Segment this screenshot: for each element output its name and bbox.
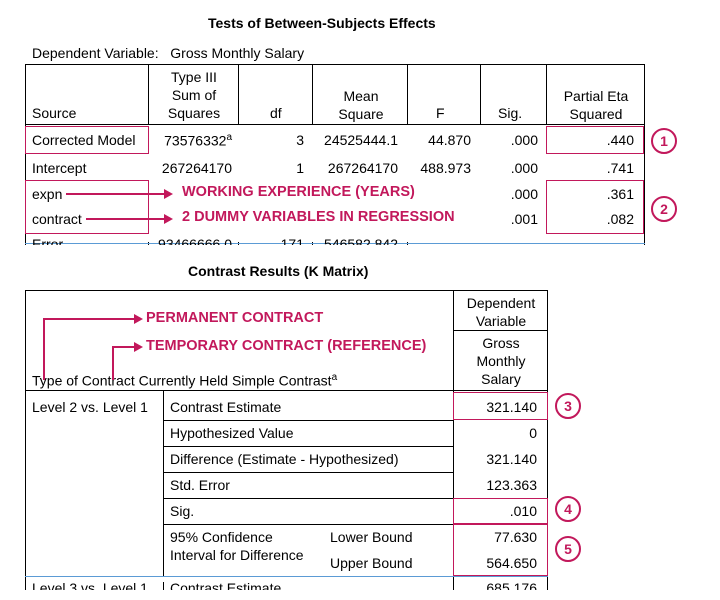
arrow-right-icon <box>134 314 143 324</box>
row-source: contract <box>32 211 82 227</box>
row-ms: 267264170 <box>327 160 398 176</box>
row-df: 3 <box>296 132 304 148</box>
row-ms: 546582.842 <box>324 236 398 245</box>
lower-bound-label: Lower Bound <box>330 529 413 545</box>
highlight-sig <box>453 498 548 524</box>
contrast-row-value: 0 <box>529 425 537 441</box>
contrast-results-table: Dependent Variable Gross Monthly Salary Typ… <box>0 280 720 590</box>
contrast-row-value: 321.140 <box>486 399 537 415</box>
contrast-row-value: 321.140 <box>486 451 537 467</box>
level-2-vs-1-label: Level 2 vs. Level 1 <box>32 399 148 415</box>
row-ss: 267264170 <box>161 160 232 176</box>
row-sig: .000 <box>510 186 538 202</box>
callout-2-icon: 2 <box>651 196 677 222</box>
annotation-permanent: PERMANENT CONTRACT <box>146 310 324 326</box>
header-ss: Type III Sum of Squares <box>167 69 221 121</box>
callout-1-icon: 1 <box>651 128 677 154</box>
highlight-contrast-estimate <box>453 392 548 420</box>
row-df: 1 <box>296 160 304 176</box>
header-partial-eta: Partial Eta Squared <box>563 88 629 122</box>
arrow-right-icon <box>134 342 143 352</box>
contrast-row-label: Std. Error <box>170 477 230 493</box>
table1-title: Tests of Between-Subjects Effects <box>208 15 436 31</box>
row-pes: .440 <box>606 132 634 148</box>
between-subjects-table: Source Type III Sum of Squares df Mean Squa… <box>0 0 720 245</box>
footnote-marker: a <box>226 132 232 143</box>
contrast-row-value: 123.363 <box>486 477 537 493</box>
header-contrast-label: Type of Contract Currently Held Simple C… <box>32 372 338 389</box>
header-sig: Sig. <box>498 105 523 121</box>
highlight-pes-corrected <box>546 126 644 154</box>
callout-4-icon: 4 <box>555 496 581 522</box>
row-sig: .000 <box>510 132 538 148</box>
row-pes: .361 <box>606 186 634 202</box>
contrast-row-value: 685.176 <box>486 580 537 590</box>
header-df: df <box>270 105 282 121</box>
highlight-pes-expn-contract <box>546 180 644 234</box>
upper-bound-value: 564.650 <box>486 555 537 571</box>
table2-title: Contrast Results (K Matrix) <box>188 263 369 279</box>
row-f: 488.973 <box>420 160 471 176</box>
ci-label: 95% Confidence Interval for Difference <box>170 529 304 563</box>
footnote-marker: a <box>331 372 338 383</box>
dependent-variable-label: Dependent Variable: Gross Monthly Salary <box>32 45 305 61</box>
lower-bound-value: 77.630 <box>494 529 537 545</box>
callout-3-icon: 3 <box>555 393 581 419</box>
row-sig: .000 <box>510 160 538 176</box>
row-source: Intercept <box>32 160 87 176</box>
header-gross-monthly-salary: Gross Monthly Salary <box>476 335 526 387</box>
callout-5-icon: 5 <box>555 536 581 562</box>
highlight-expn-contract <box>25 180 149 234</box>
contrast-row-label: Contrast Estimate <box>170 580 282 590</box>
row-source: expn <box>32 186 63 202</box>
row-df: 171 <box>280 236 304 245</box>
highlight-ci <box>453 524 548 576</box>
arrow-right-icon <box>164 189 173 199</box>
row-source: Error <box>32 236 64 245</box>
row-source: Corrected Model <box>32 132 136 148</box>
annotation-contract: 2 DUMMY VARIABLES IN REGRESSION <box>182 209 455 225</box>
highlight-corrected-model <box>25 126 149 154</box>
row-ms: 24525444.1 <box>324 132 398 148</box>
row-ss: 73576332a <box>164 132 232 149</box>
contrast-row-label: Sig. <box>170 503 195 519</box>
contrast-row-label: Contrast Estimate <box>170 399 282 415</box>
level-3-vs-1-label: Level 3 vs. Level 1 <box>32 580 148 590</box>
header-source: Source <box>32 105 77 121</box>
row-pes: .082 <box>606 211 634 227</box>
row-ss: 93466666.0 <box>158 236 232 245</box>
row-pes: .741 <box>606 160 634 176</box>
upper-bound-label: Upper Bound <box>330 555 413 571</box>
contrast-row-label: Hypothesized Value <box>170 425 294 441</box>
contrast-row-value: .010 <box>509 503 537 519</box>
header-f: F <box>436 105 445 121</box>
annotation-expn: WORKING EXPERIENCE (YEARS) <box>182 184 415 200</box>
annotation-temporary: TEMPORARY CONTRACT (REFERENCE) <box>146 338 427 354</box>
header-mean-square: Mean Square <box>338 88 384 122</box>
row-sig: .001 <box>510 211 538 227</box>
arrow-right-icon <box>164 214 173 224</box>
row-f: 44.870 <box>428 132 471 148</box>
contrast-row-label: Difference (Estimate - Hypothesized) <box>170 451 399 467</box>
header-dependent-variable: Dependent Variable <box>466 295 536 329</box>
